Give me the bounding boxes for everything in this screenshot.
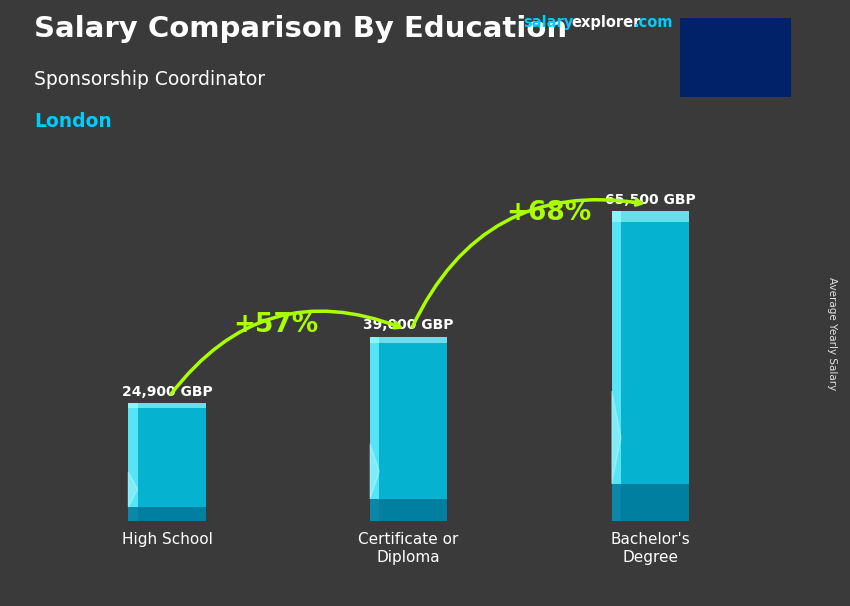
Text: 39,000 GBP: 39,000 GBP xyxy=(364,318,454,332)
Bar xyxy=(612,211,689,521)
Bar xyxy=(612,211,689,222)
Text: London: London xyxy=(34,112,111,131)
Bar xyxy=(128,404,138,521)
Polygon shape xyxy=(128,471,138,507)
Text: 65,500 GBP: 65,500 GBP xyxy=(605,193,696,207)
Bar xyxy=(128,404,206,521)
Bar xyxy=(370,499,447,521)
Text: Sponsorship Coordinator: Sponsorship Coordinator xyxy=(34,70,265,88)
Text: explorer: explorer xyxy=(571,15,641,30)
Text: .com: .com xyxy=(633,15,672,30)
Bar xyxy=(128,507,206,521)
Text: 24,900 GBP: 24,900 GBP xyxy=(122,385,212,399)
Text: +68%: +68% xyxy=(507,199,592,225)
Bar xyxy=(128,404,206,407)
Bar xyxy=(370,337,447,343)
Bar xyxy=(370,337,447,521)
Bar xyxy=(612,484,689,521)
Text: salary: salary xyxy=(523,15,573,30)
Bar xyxy=(370,337,379,521)
Text: Average Yearly Salary: Average Yearly Salary xyxy=(827,277,837,390)
Text: +57%: +57% xyxy=(233,312,319,338)
Polygon shape xyxy=(370,444,379,499)
Text: Salary Comparison By Education: Salary Comparison By Education xyxy=(34,15,567,43)
Bar xyxy=(612,211,621,521)
Polygon shape xyxy=(612,391,621,484)
